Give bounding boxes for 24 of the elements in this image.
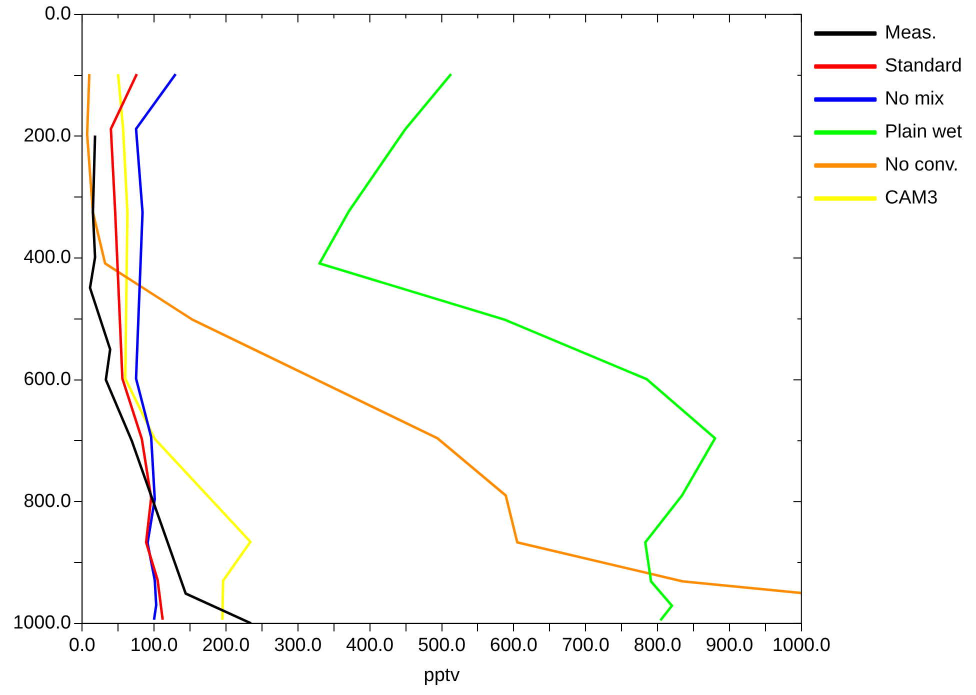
x-tick-label: 300.0 — [274, 635, 322, 656]
legend-label: Plain wet — [884, 122, 963, 143]
y-tick-label: 0.0 — [44, 4, 72, 25]
x-axis-title: pptv — [424, 664, 460, 686]
y-tick-label: 1000.0 — [12, 612, 72, 634]
legend-label: Standard — [884, 56, 962, 77]
legend-label: No conv. — [884, 154, 958, 176]
legend-label: No mix — [884, 88, 944, 110]
x-tick-label: 600.0 — [490, 635, 538, 656]
x-tick-label: 800.0 — [634, 635, 682, 656]
y-tick-label: 800.0 — [24, 490, 72, 512]
x-tick-label: 0.0 — [68, 635, 96, 656]
x-tick-label: 500.0 — [418, 635, 466, 656]
x-tick-label: 200.0 — [202, 635, 250, 656]
legend-label: Meas. — [884, 22, 937, 44]
x-tick-label: 400.0 — [346, 635, 394, 656]
y-tick-label: 600.0 — [24, 369, 72, 390]
y-tick-label: 400.0 — [24, 247, 72, 268]
y-tick-label: 200.0 — [24, 125, 72, 146]
x-tick-label: 100.0 — [130, 635, 178, 656]
x-tick-label: 700.0 — [562, 635, 610, 656]
x-tick-label: 900.0 — [706, 635, 754, 656]
legend-label: CAM3 — [884, 188, 938, 209]
x-tick-label: 1000.0 — [772, 635, 830, 656]
